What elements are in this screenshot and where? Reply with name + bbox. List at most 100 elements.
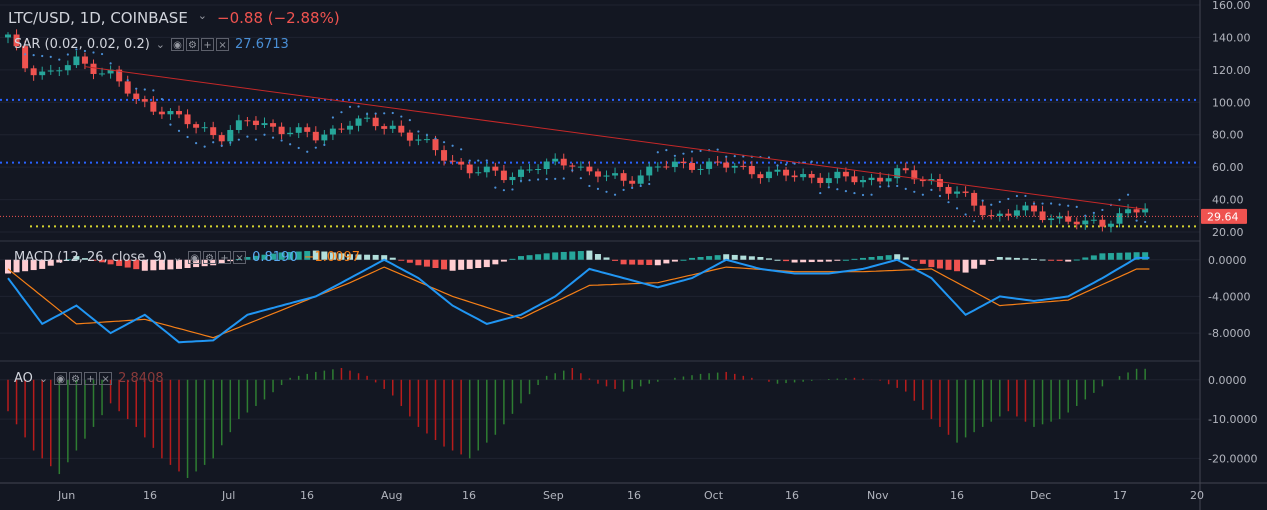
macd-histogram-bar [312, 250, 319, 260]
sar-dot [280, 139, 283, 142]
candle-body [90, 63, 97, 74]
eye-icon[interactable]: ◉ [188, 251, 202, 264]
candle-body [654, 166, 661, 168]
macd-histogram-bar [167, 259, 174, 270]
candle-body [312, 131, 319, 141]
macd-histogram-bar [791, 259, 798, 263]
macd-label[interactable]: MACD (12, 26, close, 9) [14, 250, 167, 265]
sar-dot [203, 145, 206, 148]
candle-body [885, 178, 892, 182]
macd-histogram-bar [73, 256, 80, 260]
ao-label[interactable]: AO [14, 371, 33, 386]
sar-dot [169, 123, 172, 126]
symbol-header[interactable]: LTC/USD, 1D, COINBASE ⌄ −0.88 (−2.88%) [8, 9, 340, 27]
macd-histogram-bar [355, 254, 362, 260]
chart-symbol[interactable]: LTC/USD, 1D, COINBASE [8, 9, 188, 27]
macd-histogram-bar [141, 259, 148, 271]
price-axis[interactable]: 160.00 140.00 120.00 100.00 80.00 60.00 40.00 2… [1208, 0, 1257, 465]
time-tick-label: 16 [143, 489, 157, 502]
sar-dot [716, 148, 719, 151]
macd-histogram [5, 250, 1149, 274]
gear-icon[interactable]: ⚙ [203, 251, 217, 264]
candle-body [201, 127, 208, 129]
macd-histogram-bar [706, 256, 713, 260]
close-icon[interactable]: × [99, 372, 113, 385]
time-tick-label: 16 [950, 489, 964, 502]
macd-histogram-bar [894, 254, 901, 260]
sar-dot [1092, 211, 1095, 214]
macd-histogram-bar [842, 259, 849, 261]
candle-body [1090, 219, 1097, 221]
candle-body [612, 173, 619, 176]
macd-legend[interactable]: MACD (12, 26, close, 9) ⌄ ◉ ⚙ + × 0.8190… [14, 250, 360, 265]
sar-dot [297, 146, 300, 150]
eye-icon[interactable]: ◉ [54, 372, 68, 385]
macd-histogram-bar [150, 259, 157, 271]
ao-pane[interactable] [0, 368, 1200, 478]
macd-histogram-bar [278, 252, 285, 260]
sar-dot [331, 116, 334, 119]
close-icon[interactable]: × [216, 38, 230, 51]
macd-histogram-bar [663, 259, 670, 264]
macd-histogram-bar [90, 259, 97, 261]
macd-histogram-bar [817, 259, 824, 262]
candle-body [492, 166, 499, 171]
macd-histogram-bar [1056, 259, 1063, 261]
sar-dot [690, 150, 694, 153]
price-tick-label: 80.00 [1212, 129, 1244, 142]
macd-pane[interactable] [0, 250, 1200, 344]
macd-histogram-bar [543, 253, 550, 260]
macd-histogram-bar [381, 255, 388, 260]
time-axis[interactable]: Jun 16 Jul 16 Aug 16 Sep 16 Oct 16 Nov 16 Dec 17 20 [57, 489, 1204, 502]
candle-body [458, 161, 465, 165]
trendline[interactable] [84, 66, 1146, 210]
price-pane[interactable] [0, 4, 1200, 233]
candle-body [99, 73, 106, 75]
candle-body [1056, 216, 1063, 219]
sar-dot [186, 135, 189, 139]
chevron-down-icon[interactable]: ⌄ [172, 251, 183, 264]
macd-histogram-bar [637, 259, 644, 265]
macd-histogram-bar [304, 251, 311, 260]
sar-dot [468, 159, 471, 162]
ao-legend[interactable]: AO ⌄ ◉ ⚙ + × 2.8408 [14, 371, 164, 386]
candle-body [509, 176, 516, 181]
chevron-down-icon[interactable]: ⌄ [197, 9, 208, 22]
candle-body [569, 165, 576, 167]
candle-body [894, 168, 901, 179]
chevron-down-icon[interactable]: ⌄ [155, 38, 166, 51]
candle-body [347, 125, 353, 130]
sar-dot [1118, 198, 1121, 201]
sar-dot [622, 188, 625, 191]
sar-dot [32, 54, 35, 57]
plus-icon[interactable]: + [201, 38, 215, 51]
candle-body [150, 101, 157, 112]
time-tick-label: 16 [462, 489, 476, 502]
eye-icon[interactable]: ◉ [171, 38, 185, 51]
candle-body [184, 114, 191, 125]
chevron-down-icon[interactable]: ⌄ [38, 372, 49, 385]
gear-icon[interactable]: ⚙ [69, 372, 83, 385]
candle-body [441, 150, 448, 161]
time-tick-label: Jun [57, 489, 75, 502]
macd-histogram-bar [364, 254, 371, 260]
candle-body [141, 99, 148, 102]
time-tick-label: Sep [543, 489, 564, 502]
sar-dot [502, 189, 505, 192]
candle-body [1073, 221, 1080, 225]
sar-dot [776, 164, 779, 167]
macd-histogram-bar [492, 259, 499, 265]
sar-label[interactable]: SAR (0.02, 0.02, 0.2) [14, 37, 150, 52]
candle-body [81, 56, 88, 64]
macd-histogram-bar [1099, 253, 1106, 260]
plus-icon[interactable]: + [218, 251, 232, 264]
close-icon[interactable]: × [233, 251, 247, 264]
gear-icon[interactable]: ⚙ [186, 38, 200, 51]
plus-icon[interactable]: + [84, 372, 98, 385]
price-grid [0, 4, 1200, 233]
ao-histogram [7, 368, 1146, 478]
sar-legend[interactable]: SAR (0.02, 0.02, 0.2) ⌄ ◉ ⚙ + × 27.6713 [14, 37, 289, 52]
sar-dot [673, 154, 677, 157]
candle-body [783, 169, 790, 176]
